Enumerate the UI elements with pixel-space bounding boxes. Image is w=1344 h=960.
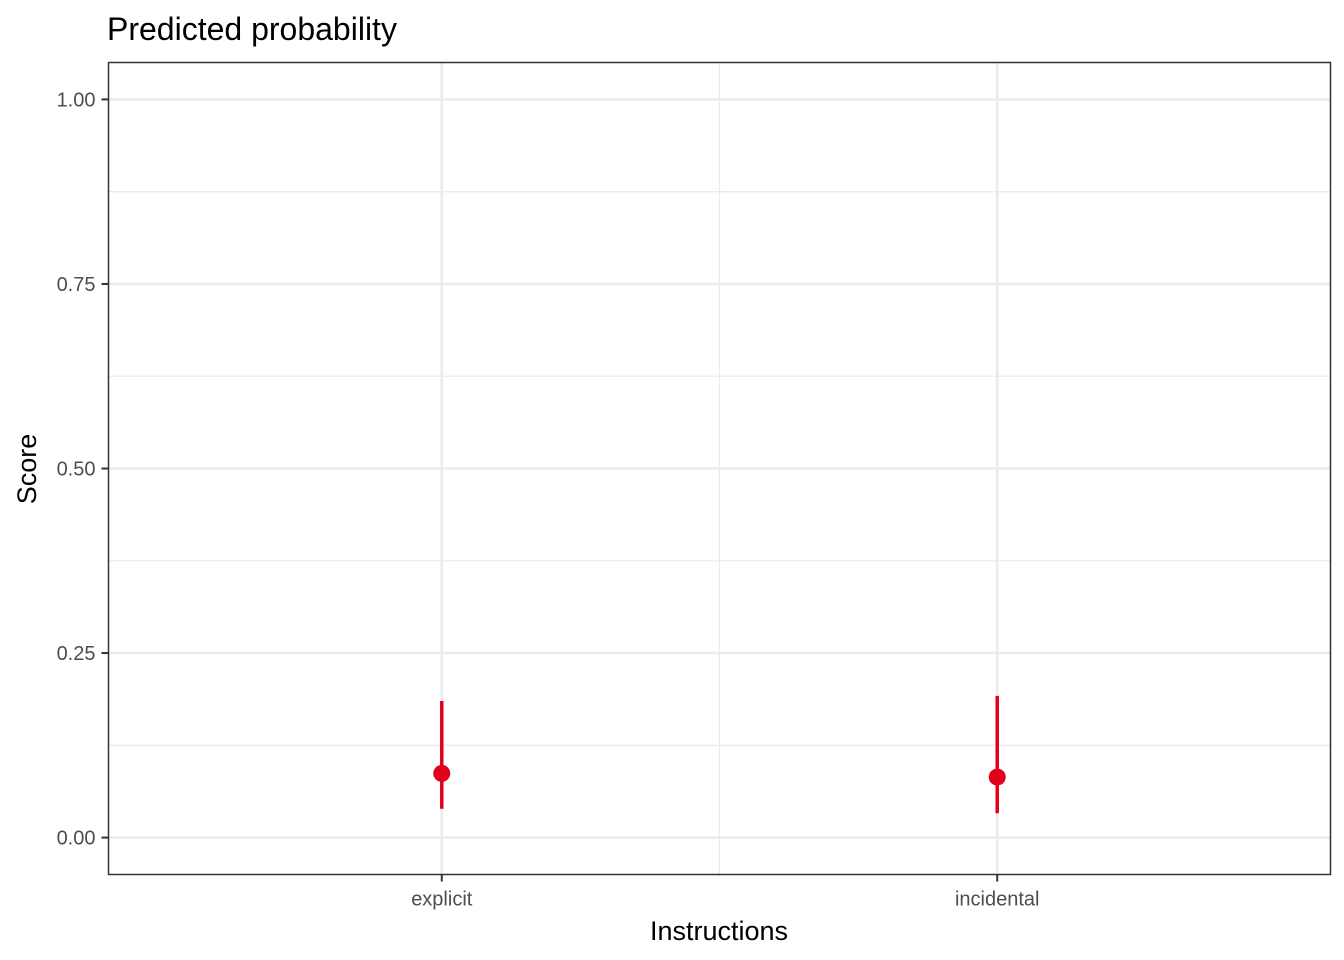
data-point-explicit — [433, 764, 451, 782]
data-marks — [433, 695, 1006, 814]
x-tick-label: incidental — [955, 889, 1040, 911]
chart-title: Predicted probability — [107, 11, 397, 47]
y-axis-title: Score — [12, 434, 42, 505]
grid — [108, 62, 1331, 875]
data-point-incidental — [988, 768, 1006, 786]
y-tick-label: 0.25 — [57, 643, 96, 665]
x-tick-label: explicit — [411, 889, 473, 911]
y-tick-label: 0.50 — [57, 459, 96, 481]
x-axis: explicit incidental — [411, 874, 1040, 911]
y-tick-label: 1.00 — [57, 89, 96, 111]
x-axis-title: Instructions — [650, 916, 788, 946]
y-tick-label: 0.75 — [57, 274, 96, 296]
y-axis: 0.00 0.25 0.50 0.75 1.00 — [57, 89, 109, 850]
y-tick-label: 0.00 — [57, 828, 96, 850]
